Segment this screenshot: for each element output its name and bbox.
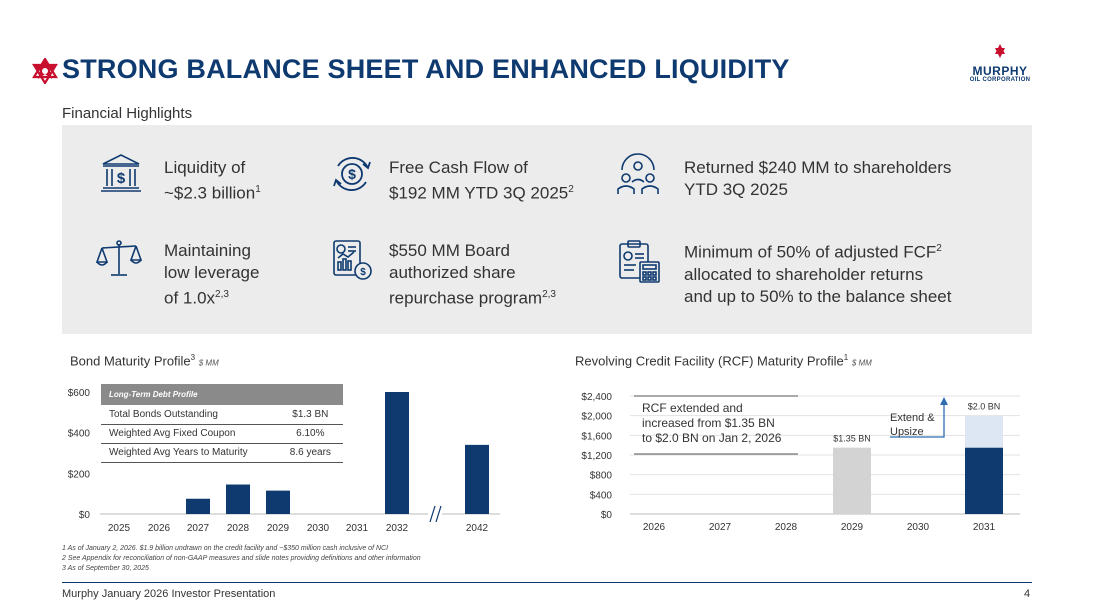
x-tick-label: 2030 bbox=[307, 523, 330, 534]
x-tick-label: 2029 bbox=[841, 522, 864, 533]
table-row: Total Bonds Outstanding $1.3 BN bbox=[101, 405, 343, 425]
x-tick-label: 2026 bbox=[643, 522, 666, 533]
axis-break-mark bbox=[435, 505, 442, 523]
x-tick-label: 2029 bbox=[267, 523, 290, 534]
highlight-fcf-allocation: Minimum of 50% of adjusted FCF2 allocate… bbox=[684, 242, 952, 306]
y-tick-label: $400 bbox=[590, 490, 613, 501]
footnote: 1 As of January 2, 2026. $1.9 billion un… bbox=[62, 545, 389, 552]
extend-arrow-head bbox=[940, 397, 948, 405]
calculator-icon bbox=[619, 240, 660, 283]
y-tick-label: $200 bbox=[68, 469, 91, 480]
bar-2031-upsize bbox=[965, 415, 1003, 448]
bond-maturity-chart: $0 $200 $400 $600 2025 2026 2027 2028 2029 2030 20… bbox=[68, 388, 500, 534]
bar-2042 bbox=[465, 444, 489, 514]
footnotes: 1 As of January 2, 2026. $1.9 billion un… bbox=[62, 544, 421, 574]
bank-icon: $ bbox=[101, 154, 141, 192]
highlights-panel bbox=[62, 125, 1032, 334]
y-tick-label: $2,000 bbox=[581, 412, 612, 423]
svg-text:$: $ bbox=[117, 170, 126, 187]
y-tick-label: $2,400 bbox=[581, 392, 612, 403]
footnote: 3 As of September 30, 2025 bbox=[62, 565, 149, 572]
x-tick-label: 2031 bbox=[346, 523, 369, 534]
highlight-free-cash-flow: Free Cash Flow of $192 MM YTD 3Q 20252 bbox=[389, 158, 574, 203]
logo-star-icon bbox=[995, 44, 1005, 58]
data-label: $2.0 BN bbox=[968, 402, 1001, 412]
table-row: Weighted Avg Years to Maturity 8.6 years bbox=[101, 443, 343, 463]
footnote: 2 See Appendix for reconciliation of non… bbox=[62, 555, 421, 562]
rcf-maturity-chart: $0 $400 $800 $1,200 $1,600 $2,000 $2,400 2026 20… bbox=[581, 392, 1020, 533]
x-tick-label: 2030 bbox=[907, 522, 930, 533]
page-number: 4 bbox=[1024, 588, 1031, 600]
y-tick-label: $400 bbox=[68, 429, 91, 440]
highlight-repurchase-program: $550 MM Board authorized share repurchas… bbox=[389, 241, 556, 308]
x-tick-label: 2027 bbox=[709, 522, 732, 533]
x-tick-label: 2026 bbox=[148, 523, 171, 534]
y-tick-label: $0 bbox=[601, 510, 613, 521]
axis-break-mark bbox=[429, 505, 436, 523]
x-tick-label: 2028 bbox=[227, 523, 250, 534]
annotation-line: RCF extended and bbox=[642, 401, 743, 415]
axis-break-mask bbox=[428, 504, 442, 532]
annotation-line: to $2.0 BN on Jan 2, 2026 bbox=[642, 431, 782, 445]
highlight-leverage: Maintaining low leverage of 1.0x2,3 bbox=[164, 241, 260, 308]
debt-profile-table: Long-Term Debt Profile Total Bonds Outst… bbox=[101, 384, 343, 463]
bar-2029 bbox=[266, 490, 290, 514]
x-tick-label: 2025 bbox=[108, 523, 131, 534]
bar-2028 bbox=[226, 484, 250, 514]
table-row: Weighted Avg Fixed Coupon 6.10% bbox=[101, 424, 343, 444]
footer-divider bbox=[62, 582, 1032, 583]
svg-text:$: $ bbox=[360, 267, 366, 278]
bond-chart-title: Bond Maturity Profile3 $ MM bbox=[70, 353, 219, 369]
y-tick-label: $1,200 bbox=[581, 451, 612, 462]
x-tick-label: 2042 bbox=[466, 523, 489, 534]
highlight-liquidity: Liquidity of ~$2.3 billion1 bbox=[164, 158, 261, 203]
section-subtitle: Financial Highlights bbox=[62, 105, 193, 122]
report-icon: $ bbox=[333, 240, 372, 280]
cash-cycle-icon: $ bbox=[333, 157, 371, 191]
y-tick-label: $0 bbox=[79, 510, 91, 521]
bar-2029-original bbox=[833, 447, 871, 514]
logo-name: MURPHY bbox=[972, 64, 1028, 78]
y-tick-label: $1,600 bbox=[581, 431, 612, 442]
rcf-chart-title: Revolving Credit Facility (RCF) Maturity… bbox=[575, 353, 872, 369]
extend-label: Extend & bbox=[890, 412, 935, 424]
bar-2031-original bbox=[965, 447, 1003, 514]
svg-text:$: $ bbox=[348, 166, 356, 182]
x-tick-label: 2032 bbox=[386, 523, 409, 534]
y-tick-label: $800 bbox=[590, 471, 613, 482]
footer-text: Murphy January 2026 Investor Presentatio… bbox=[62, 588, 276, 600]
company-logo: MURPHY OIL CORPORATION bbox=[960, 44, 1040, 84]
shareholders-icon bbox=[617, 153, 659, 194]
x-tick-label: 2027 bbox=[187, 523, 210, 534]
bar-2027 bbox=[186, 498, 210, 514]
debt-table-header: Long-Term Debt Profile bbox=[101, 384, 343, 405]
star-icon bbox=[32, 58, 58, 84]
x-tick-label: 2031 bbox=[973, 522, 996, 533]
bar-2032 bbox=[385, 392, 409, 514]
data-label: $1.35 BN bbox=[833, 434, 871, 444]
annotation-line: increased from $1.35 BN bbox=[642, 416, 775, 430]
page-title: STRONG BALANCE SHEET AND ENHANCED LIQUID… bbox=[62, 54, 790, 84]
logo-subtitle: OIL CORPORATION bbox=[969, 77, 1031, 83]
x-tick-label: 2028 bbox=[775, 522, 798, 533]
y-tick-label: $600 bbox=[68, 388, 91, 399]
highlight-returned-to-shareholders: Returned $240 MM to shareholders YTD 3Q … bbox=[684, 158, 952, 199]
scale-icon bbox=[96, 240, 142, 276]
extend-label: Upsize bbox=[890, 426, 924, 438]
extend-arrow bbox=[890, 403, 945, 438]
